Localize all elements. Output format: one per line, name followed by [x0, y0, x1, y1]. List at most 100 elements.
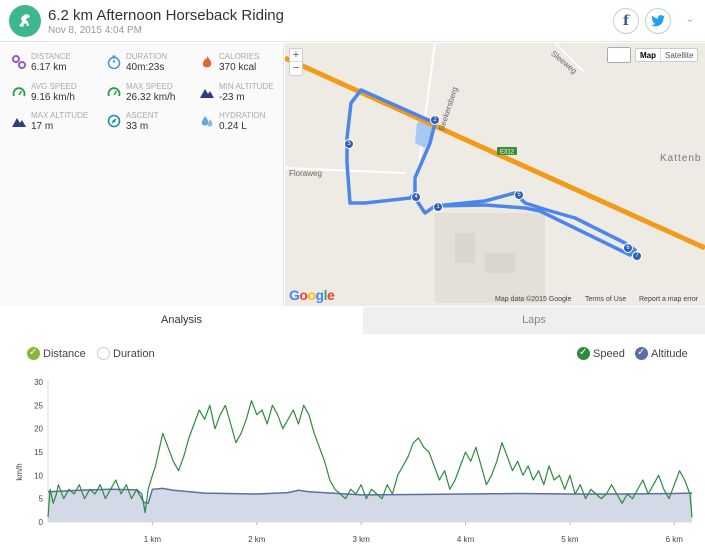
facebook-share-button[interactable]: f: [613, 8, 639, 34]
y-tick-label: 0: [39, 518, 44, 527]
facebook-icon: f: [622, 13, 630, 29]
speed-toggle-label: Speed: [593, 348, 625, 360]
google-logo-letter: g: [315, 287, 325, 303]
altitude-toggle-label: Altitude: [651, 348, 688, 360]
map-zoom-control: + −: [289, 48, 303, 76]
lap-marker[interactable]: 5: [514, 190, 524, 200]
lap-marker[interactable]: 6: [623, 243, 633, 253]
x-tick-label: 6 km: [666, 535, 684, 544]
stat-label: DURATION: [126, 52, 168, 61]
stat-value: 26.32 km/h: [126, 91, 176, 103]
stat-label: ASCENT: [126, 111, 159, 120]
compass-icon: [107, 114, 121, 128]
stat-label: DISTANCE: [31, 52, 71, 61]
google-logo-letter: G: [289, 287, 300, 303]
tab-laps[interactable]: Laps: [522, 314, 546, 326]
highway-label: E312: [500, 150, 515, 156]
tab-bar: Analysis Laps: [0, 307, 705, 334]
check-icon: [27, 346, 40, 360]
zoom-out-button[interactable]: −: [292, 62, 300, 74]
zoom-in-button[interactable]: +: [290, 49, 302, 62]
report-map-error-link[interactable]: Report a map error: [639, 296, 699, 303]
lap-marker[interactable]: 1: [433, 202, 443, 212]
map-type-control: Map Satellite: [635, 48, 699, 62]
y-tick-label: 30: [34, 378, 43, 387]
distance-toggle[interactable]: Distance: [27, 346, 86, 361]
stat-distance: DISTANCE 6.17 km: [0, 50, 90, 80]
speed-altitude-chart[interactable]: 0 5 10 15 20 25 30 km/h 1 km 2 km 3 km 4 km 5 km 6 km: [0, 334, 705, 560]
map-road: [285, 167, 406, 174]
duration-toggle[interactable]: Duration: [97, 347, 155, 361]
y-tick-label: 10: [34, 471, 43, 480]
check-icon: [577, 346, 590, 360]
check-icon: [635, 346, 648, 360]
speedometer-icon: [107, 86, 121, 96]
street-label: Floraweg: [289, 169, 322, 178]
google-logo-letter: o: [307, 287, 316, 303]
duration-toggle-label: Duration: [113, 348, 155, 360]
stat-label: MAX SPEED: [126, 81, 173, 91]
fullscreen-button[interactable]: [607, 47, 631, 63]
stat-value: -23 m: [219, 91, 245, 103]
activity-date: Nov 8, 2015 4:04 PM: [48, 25, 142, 36]
tab-analysis[interactable]: Analysis: [0, 307, 363, 334]
mountain-icon: [200, 88, 214, 98]
stat-value: 9.16 km/h: [31, 91, 75, 103]
speedometer-icon: [12, 86, 26, 96]
stopwatch-icon: [107, 55, 121, 69]
flame-icon: [202, 56, 212, 68]
stat-avg-speed: AVG SPEED 9.16 km/h: [0, 80, 90, 110]
x-tick-label: 5 km: [561, 535, 579, 544]
map-building: [455, 233, 475, 263]
y-tick-label: 25: [34, 401, 43, 410]
stat-max-altitude: MAX ALTITUDE 17 m: [0, 109, 90, 139]
stat-calories: CALORIES 370 kcal: [188, 50, 278, 80]
y-tick-label: 5: [39, 495, 44, 504]
speed-line: [47, 400, 693, 518]
mountain-icon: [12, 118, 26, 127]
map-highway: [285, 55, 705, 251]
route-path: [345, 88, 637, 257]
lap-marker[interactable]: 2: [430, 115, 440, 125]
lap-marker[interactable]: 3: [344, 139, 354, 149]
stat-value: 370 kcal: [219, 62, 257, 73]
altitude-line: [47, 487, 693, 505]
stat-value: 6.17 km: [31, 62, 67, 73]
map-type-map-button[interactable]: Map: [636, 49, 661, 61]
map-type-satellite-button[interactable]: Satellite: [665, 51, 694, 60]
twitter-icon: [651, 15, 665, 27]
water-drops-icon: [201, 116, 213, 127]
chevron-down-icon[interactable]: ⌄: [685, 11, 696, 25]
stat-value: 40m:23s: [126, 62, 165, 73]
stat-label: HYDRATION: [219, 111, 266, 120]
horse-logo-icon: [9, 5, 41, 37]
terms-link[interactable]: Terms of Use: [585, 296, 627, 303]
distance-toggle-label: Distance: [43, 348, 86, 360]
speed-toggle[interactable]: Speed: [577, 346, 625, 361]
y-tick-label: 20: [34, 425, 43, 434]
lap-marker[interactable]: 7: [632, 251, 642, 261]
map-data-credit: Map data ©2015 Google: [495, 296, 572, 303]
stat-label: CALORIES: [219, 52, 260, 61]
stat-label: AVG SPEED: [31, 81, 77, 91]
street-label: Kattenb: [660, 153, 702, 164]
map-canvas[interactable]: E312: [285, 43, 705, 306]
altitude-toggle[interactable]: Altitude: [635, 346, 688, 361]
analysis-panel: Distance Duration Speed Altitude 0 5 10 15 2…: [0, 334, 705, 560]
y-axis-label: km/h: [15, 463, 24, 480]
stat-min-altitude: MIN ALTITUDE -23 m: [188, 80, 278, 110]
google-logo: Google: [289, 287, 335, 303]
page-title: 6.2 km Afternoon Horseback Riding: [48, 7, 284, 24]
lap-marker[interactable]: 4: [411, 192, 421, 202]
highway-shield: [497, 147, 517, 155]
x-tick-label: 2 km: [248, 535, 266, 544]
route-icon: [12, 55, 26, 69]
map-road: [554, 43, 586, 74]
stat-duration: DURATION 40m:23s: [95, 50, 185, 80]
google-logo-letter: o: [299, 287, 308, 303]
y-tick-label: 15: [34, 448, 43, 457]
stat-value: 17 m: [31, 121, 54, 132]
twitter-share-button[interactable]: [645, 8, 671, 34]
stat-label: MAX ALTITUDE: [31, 111, 89, 120]
